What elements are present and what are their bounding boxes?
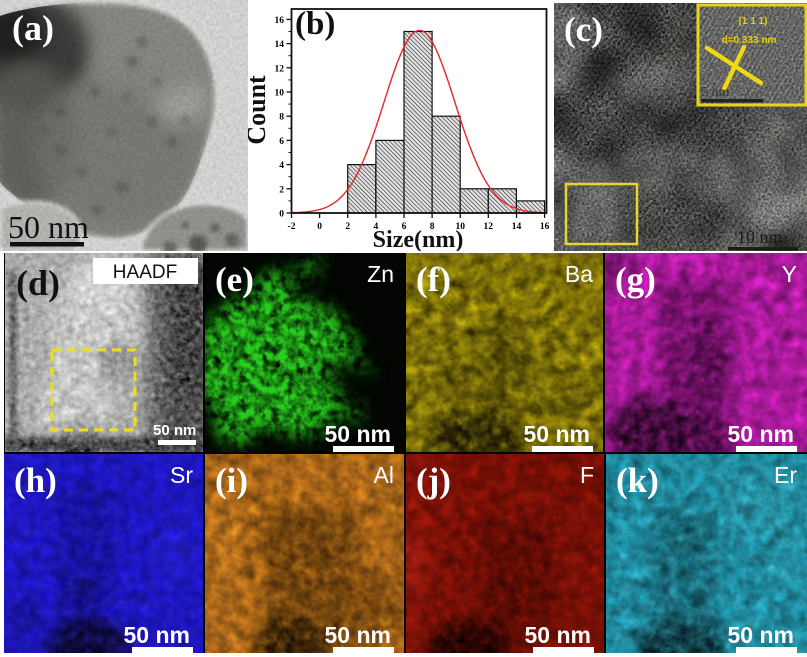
- svg-text:2: 2: [345, 222, 350, 232]
- svg-text:50 nm: 50 nm: [124, 622, 190, 648]
- svg-text:(a): (a): [12, 8, 54, 48]
- svg-text:10: 10: [455, 222, 465, 232]
- svg-text:50 nm: 50 nm: [728, 622, 794, 648]
- svg-text:Sr: Sr: [170, 462, 193, 488]
- svg-text:50 nm: 50 nm: [728, 421, 794, 447]
- svg-text:50 nm: 50 nm: [8, 209, 89, 245]
- svg-text:10: 10: [275, 89, 285, 99]
- svg-text:d=0.333 nm: d=0.333 nm: [722, 35, 777, 46]
- svg-text:10 nm: 10 nm: [737, 227, 783, 247]
- svg-text:Al: Al: [374, 462, 394, 488]
- svg-text:4: 4: [279, 161, 284, 171]
- svg-text:(k): (k): [616, 461, 659, 500]
- svg-text:(f): (f): [416, 260, 451, 299]
- svg-text:F: F: [580, 462, 594, 488]
- svg-text:6: 6: [402, 222, 407, 232]
- svg-text:Count: Count: [248, 75, 271, 145]
- svg-text:50 nm: 50 nm: [325, 622, 391, 648]
- svg-text:6: 6: [279, 137, 284, 147]
- svg-text:Ba: Ba: [565, 261, 593, 287]
- svg-text:2: 2: [279, 185, 284, 195]
- svg-text:14: 14: [275, 40, 285, 50]
- svg-text:0: 0: [279, 210, 284, 220]
- svg-text:5 nm: 5 nm: [701, 85, 730, 100]
- svg-text:(g): (g): [615, 260, 656, 299]
- svg-text:14: 14: [512, 222, 522, 232]
- svg-text:Y: Y: [782, 261, 797, 287]
- svg-text:12: 12: [484, 222, 494, 232]
- svg-text:Er: Er: [774, 462, 797, 488]
- svg-text:HAADF: HAADF: [113, 262, 177, 283]
- svg-text:Zn: Zn: [367, 261, 394, 287]
- svg-text:(j): (j): [416, 461, 451, 500]
- svg-text:(b): (b): [295, 6, 335, 42]
- svg-text:4: 4: [374, 222, 379, 232]
- svg-text:50 nm: 50 nm: [524, 421, 590, 447]
- svg-text:(c): (c): [564, 10, 603, 49]
- svg-text:-2: -2: [288, 222, 296, 232]
- svg-text:(d): (d): [16, 263, 60, 303]
- svg-text:12: 12: [275, 64, 285, 74]
- svg-text:50 nm: 50 nm: [525, 622, 591, 648]
- svg-text:50 nm: 50 nm: [153, 422, 196, 439]
- svg-text:Size(nm): Size(nm): [373, 227, 464, 251]
- svg-text:(1 1 1): (1 1 1): [739, 16, 768, 27]
- svg-text:8: 8: [430, 222, 435, 232]
- svg-text:16: 16: [275, 16, 285, 26]
- svg-text:16: 16: [540, 222, 550, 232]
- svg-text:(e): (e): [215, 260, 254, 299]
- svg-text:8: 8: [279, 113, 284, 123]
- svg-text:50 nm: 50 nm: [325, 421, 391, 447]
- svg-text:(i): (i): [215, 461, 248, 500]
- svg-text:0: 0: [317, 222, 322, 232]
- svg-text:(h): (h): [14, 461, 57, 500]
